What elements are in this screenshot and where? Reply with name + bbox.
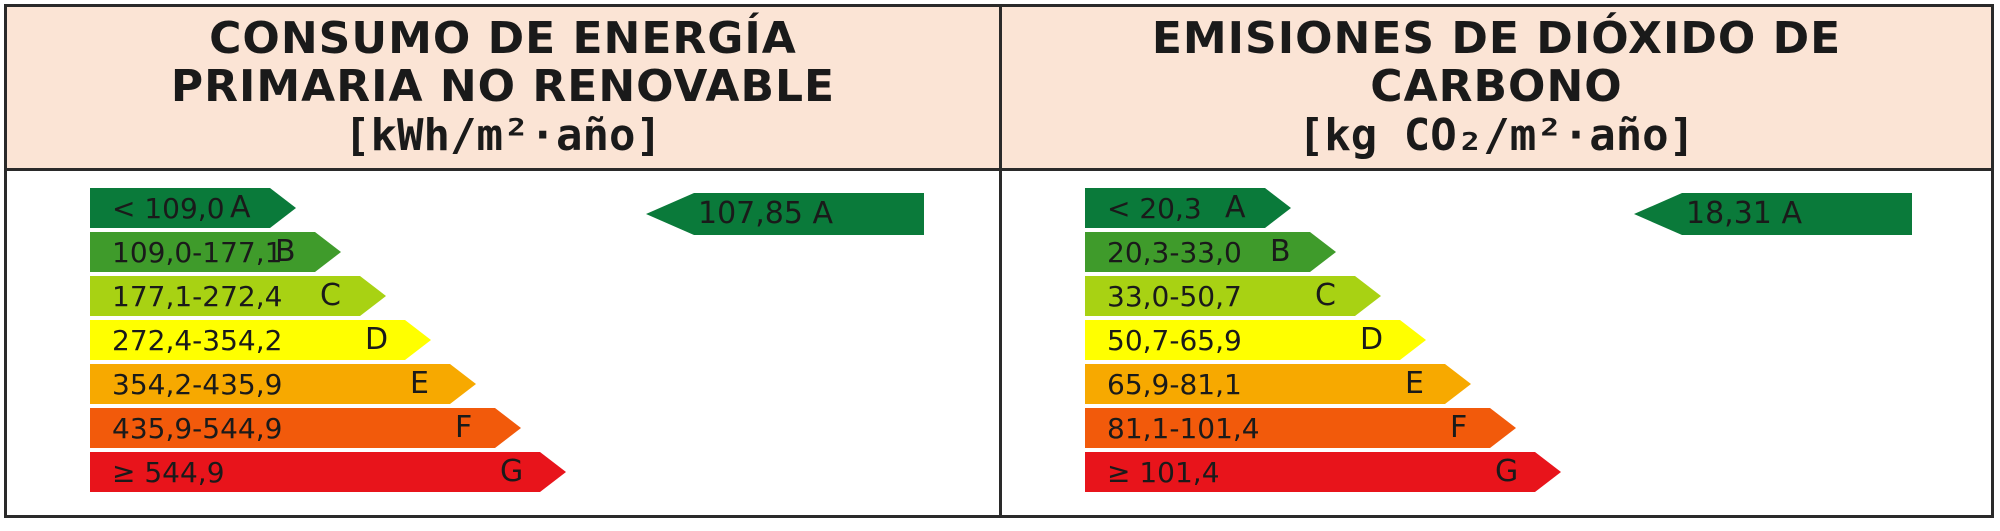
- emissions-result-label: 18,31 A: [1686, 193, 1802, 235]
- emissions-unit: [kg CO₂/m²·año]: [1297, 109, 1696, 161]
- energy-class-range: 435,9-544,9: [112, 411, 283, 445]
- emissions-class-arrow-b: [1085, 232, 1336, 272]
- energy-class-bar-e: 354,2-435,9 E: [90, 364, 476, 404]
- energy-title-line-2: PRIMARIA NO RENOVABLE: [170, 60, 836, 112]
- emissions-class-range: 65,9-81,1: [1107, 367, 1242, 401]
- emissions-class-bar-c: 33,0-50,7 C: [1085, 276, 1381, 316]
- emissions-panel: EMISIONES DE DIÓXIDO DE CARBONO [kg CO₂/…: [999, 4, 1994, 518]
- emissions-class-arrow-a: [1085, 188, 1291, 228]
- energy-rating-scale: < 109,0 A 109,0-177,1 B 177,1-272,4 C 272,4-35…: [90, 188, 566, 496]
- emissions-class-letter: C: [1315, 278, 1336, 313]
- energy-class-range: < 109,0: [112, 191, 225, 225]
- emissions-class-bar-e: 65,9-81,1 E: [1085, 364, 1471, 404]
- energy-class-letter: E: [410, 366, 429, 401]
- emissions-class-letter: D: [1360, 322, 1384, 357]
- emissions-result-arrow-shape: [1634, 193, 1912, 235]
- energy-class-arrow-b: [90, 232, 341, 272]
- emissions-class-range: ≥ 101,4: [1107, 455, 1220, 489]
- energy-result-label: 107,85 A: [698, 193, 833, 235]
- emissions-class-letter: E: [1405, 366, 1424, 401]
- energy-class-bar-c: 177,1-272,4 C: [90, 276, 386, 316]
- emissions-class-letter: A: [1225, 190, 1246, 225]
- energy-result-arrow: 107,85 A: [646, 193, 924, 235]
- emissions-class-bar-d: 50,7-65,9 D: [1085, 320, 1426, 360]
- emissions-title-line-2: CARBONO: [1370, 60, 1623, 112]
- emissions-class-bar-g: ≥ 101,4 G: [1085, 452, 1561, 492]
- energy-class-letter: C: [320, 278, 341, 313]
- energy-class-arrow-e: [90, 364, 476, 404]
- energy-header: CONSUMO DE ENERGÍA PRIMARIA NO RENOVABLE…: [7, 7, 999, 171]
- emissions-class-arrow-c: [1085, 276, 1381, 316]
- energy-result-letter: A: [812, 196, 834, 231]
- emissions-class-letter: G: [1495, 454, 1519, 489]
- emissions-class-range: < 20,3: [1107, 191, 1202, 225]
- emissions-class-arrow-d: [1085, 320, 1426, 360]
- energy-class-range: 354,2-435,9: [112, 367, 283, 401]
- emissions-class-bar-f: 81,1-101,4 F: [1085, 408, 1516, 448]
- emissions-title-line-1: EMISIONES DE DIÓXIDO DE: [1151, 12, 1842, 64]
- energy-class-bar-a: < 109,0 A: [90, 188, 296, 228]
- emissions-class-range: 81,1-101,4: [1107, 411, 1260, 445]
- emissions-class-letter: F: [1450, 410, 1468, 445]
- emissions-class-bar-a: < 20,3 A: [1085, 188, 1291, 228]
- energy-title-line-1: CONSUMO DE ENERGÍA: [209, 12, 797, 64]
- energy-class-letter: D: [365, 322, 389, 357]
- energy-class-range: 177,1-272,4: [112, 279, 283, 313]
- energy-class-bar-g: ≥ 544,9 G: [90, 452, 566, 492]
- emissions-result-arrow: 18,31 A: [1634, 193, 1912, 235]
- energy-class-bar-b: 109,0-177,1 B: [90, 232, 341, 272]
- emissions-rating-scale: < 20,3 A 20,3-33,0 B 33,0-50,7 C 50,7-65,9 D 65,…: [1085, 188, 1561, 496]
- energy-class-bar-f: 435,9-544,9 F: [90, 408, 521, 448]
- emissions-class-arrow-g: [1085, 452, 1561, 492]
- energy-class-letter: B: [275, 234, 296, 269]
- emissions-class-arrow-e: [1085, 364, 1471, 404]
- energy-class-arrow-f: [90, 408, 521, 448]
- energy-class-arrow-g: [90, 452, 566, 492]
- energy-class-arrow-a: [90, 188, 296, 228]
- energy-class-arrow-c: [90, 276, 386, 316]
- energy-class-range: 272,4-354,2: [112, 323, 283, 357]
- energy-class-letter: G: [500, 454, 524, 489]
- energy-class-bar-d: 272,4-354,2 D: [90, 320, 431, 360]
- energy-panel: CONSUMO DE ENERGÍA PRIMARIA NO RENOVABLE…: [4, 4, 1002, 518]
- energy-result-arrow-shape: [646, 193, 924, 235]
- emissions-result-value: 18,31: [1686, 196, 1772, 231]
- emissions-class-range: 50,7-65,9: [1107, 323, 1242, 357]
- energy-unit: [kWh/m²·año]: [344, 109, 662, 161]
- energy-class-range: ≥ 544,9: [112, 455, 225, 489]
- emissions-header: EMISIONES DE DIÓXIDO DE CARBONO [kg CO₂/…: [1002, 7, 1991, 171]
- energy-class-letter: A: [230, 190, 251, 225]
- emissions-class-bar-b: 20,3-33,0 B: [1085, 232, 1336, 272]
- energy-class-range: 109,0-177,1: [112, 235, 283, 269]
- emissions-class-range: 20,3-33,0: [1107, 235, 1242, 269]
- energy-class-arrow-d: [90, 320, 431, 360]
- emissions-class-arrow-f: [1085, 408, 1516, 448]
- emissions-class-letter: B: [1270, 234, 1291, 269]
- energy-result-value: 107,85: [698, 196, 803, 231]
- emissions-result-letter: A: [1781, 196, 1802, 231]
- emissions-class-range: 33,0-50,7: [1107, 279, 1242, 313]
- energy-class-letter: F: [455, 410, 473, 445]
